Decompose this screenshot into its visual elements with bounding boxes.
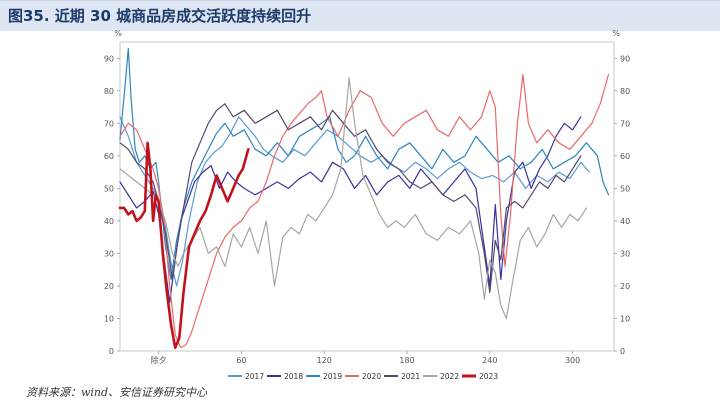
series-line-2023 [118, 141, 250, 349]
y-tick-label-right: 70 [620, 119, 630, 128]
source-note: 资料来源：wind、安信证券研究中心 [26, 386, 208, 399]
y-tick-label-left: 10 [104, 314, 114, 323]
y-tick-label-right: 50 [620, 184, 630, 193]
y-tick-label-left: 40 [104, 217, 114, 226]
legend-label-2021: 2021 [401, 372, 420, 381]
plot-frame [119, 41, 615, 352]
y-tick-label-left: 20 [104, 282, 114, 291]
legend-label-2019: 2019 [323, 372, 342, 381]
y-tick-label-right: 80 [620, 87, 630, 96]
y-tick-label-left: 50 [104, 184, 114, 193]
y-tick-label-right: 90 [620, 54, 630, 63]
y-tick-label-right: 0 [620, 347, 625, 356]
series-line-2018 [119, 116, 582, 303]
x-tick-label: 240 [482, 356, 497, 365]
y-tick-label-right: 20 [620, 282, 630, 291]
series-line-2017 [119, 116, 590, 287]
chart-title: 图35. 近期 30 城商品房成交活跃度持续回升 [8, 7, 312, 25]
legend-label-2023: 2023 [479, 372, 498, 381]
x-tick-label: 180 [399, 356, 414, 365]
title-bar: 图35. 近期 30 城商品房成交活跃度持续回升 [0, 0, 720, 31]
x-tick-label: 120 [317, 356, 332, 365]
y-tick-label-left: 70 [104, 119, 114, 128]
y-tick-label-left: 80 [104, 87, 114, 96]
y-tick-label-left: 90 [104, 54, 114, 63]
legend-label-2022: 2022 [440, 372, 459, 381]
y-tick-label-right: 30 [620, 249, 630, 258]
y-tick-label-right: 10 [620, 314, 630, 323]
y-tick-label-left: 60 [104, 152, 114, 161]
x-tick-label: 300 [565, 356, 580, 365]
legend-label-2017: 2017 [245, 372, 264, 381]
y-tick-label-right: 40 [620, 217, 630, 226]
x-tick-label: 60 [236, 356, 246, 365]
y-tick-label-left: 30 [104, 249, 114, 258]
y-tick-label-left: 0 [109, 347, 114, 356]
series-line-2020 [119, 73, 610, 349]
legend-label-2018: 2018 [284, 372, 303, 381]
legend-label-2020: 2020 [362, 372, 381, 381]
series-line-2021 [119, 103, 582, 294]
y-unit-right: % [612, 29, 620, 38]
series-line-2022 [119, 77, 587, 320]
x-tick-label: 除夕 [151, 355, 167, 365]
y-unit-left: % [114, 29, 122, 38]
y-tick-label-right: 60 [620, 152, 630, 161]
